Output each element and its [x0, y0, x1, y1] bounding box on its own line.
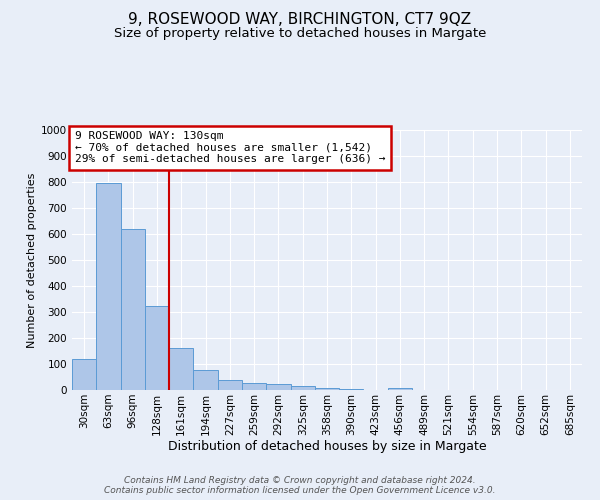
- Text: 9 ROSEWOOD WAY: 130sqm
← 70% of detached houses are smaller (1,542)
29% of semi-: 9 ROSEWOOD WAY: 130sqm ← 70% of detached…: [74, 132, 385, 164]
- Text: Size of property relative to detached houses in Margate: Size of property relative to detached ho…: [114, 28, 486, 40]
- Bar: [145, 306, 169, 390]
- Bar: [193, 370, 218, 390]
- Bar: [121, 229, 145, 390]
- Bar: [169, 348, 193, 390]
- Text: 9, ROSEWOOD WAY, BIRCHINGTON, CT7 9QZ: 9, ROSEWOOD WAY, BIRCHINGTON, CT7 9QZ: [128, 12, 472, 28]
- Y-axis label: Number of detached properties: Number of detached properties: [27, 172, 37, 348]
- X-axis label: Distribution of detached houses by size in Margate: Distribution of detached houses by size …: [167, 440, 487, 454]
- Bar: [290, 386, 315, 390]
- Bar: [315, 388, 339, 390]
- Bar: [266, 384, 290, 390]
- Bar: [72, 359, 96, 390]
- Text: Contains HM Land Registry data © Crown copyright and database right 2024.
Contai: Contains HM Land Registry data © Crown c…: [104, 476, 496, 495]
- Bar: [388, 388, 412, 390]
- Bar: [242, 382, 266, 390]
- Bar: [218, 380, 242, 390]
- Bar: [96, 184, 121, 390]
- Bar: [339, 388, 364, 390]
